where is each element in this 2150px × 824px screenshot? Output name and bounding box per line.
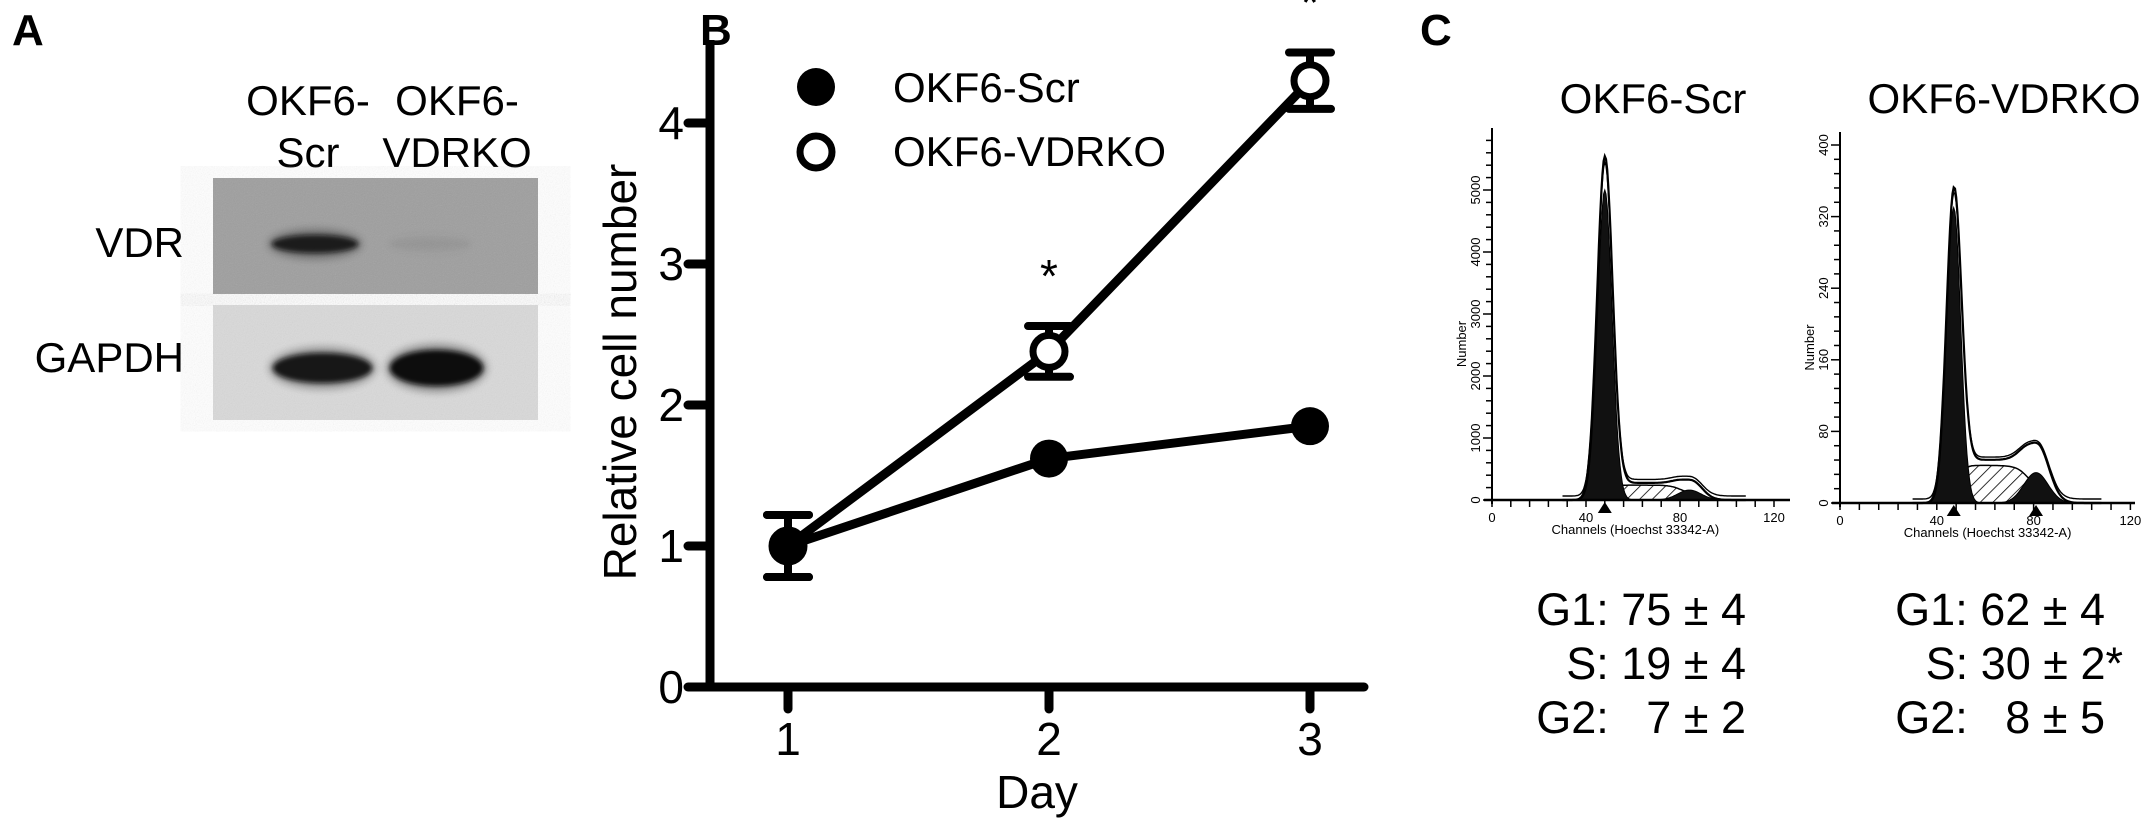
lane-label-vdrko-line2: VDRKO: [382, 129, 531, 176]
cell-cycle-histogram-scr: 0 1000 2000 3000 4000 5000 0 40 80 120 Number Chann…: [1454, 128, 1790, 537]
panel-label-b: B: [700, 6, 732, 55]
histogram-title-vdrko: OKF6-VDRKO: [1867, 75, 2140, 122]
x-tick-label: 3: [1297, 713, 1323, 765]
panel-label-a: A: [12, 6, 44, 55]
hist-x-tick-label: 0: [1488, 510, 1495, 525]
hist-x-tick-label: 0: [1836, 513, 1843, 528]
y-tick-label: 4: [658, 97, 684, 149]
hist-x-tick-label: 40: [1930, 513, 1944, 528]
legend-marker-filled-circle: [797, 68, 835, 106]
y-tick-label: 0: [658, 661, 684, 713]
hist-y-tick-label: 0: [1468, 496, 1483, 503]
hist-y-tick-label: 3000: [1468, 300, 1483, 329]
western-blot: OKF6- Scr OKF6- VDRKO VDR GAPDH: [35, 77, 538, 420]
lane-label-scr-line2: Scr: [277, 129, 340, 176]
lane-label-vdrko-line1: OKF6-: [395, 77, 519, 124]
legend: OKF6-Scr OKF6-VDRKO: [796, 64, 1166, 175]
significance-asterisk: *: [1040, 250, 1058, 302]
data-point-scr: [1291, 407, 1329, 446]
y-tick-label: 3: [658, 238, 684, 290]
hist-y-axis-title: Number: [1802, 324, 1817, 371]
band-vdr-lane-1: [272, 235, 358, 253]
band-gapdh-lane-1: [273, 353, 372, 383]
data-point-scr: [1030, 439, 1068, 478]
data-point-scr: [769, 527, 807, 565]
stat-s-vdrko: S: 30 ± 2*: [1926, 638, 2123, 689]
hist-x-axis-title: Channels (Hoechst 33342-A): [1552, 522, 1720, 537]
legend-marker-open-circle: [796, 132, 836, 172]
y-tick-label: 1: [658, 520, 684, 572]
raw-data-outline: [1562, 160, 1746, 497]
data-point-vdrko: [1290, 61, 1330, 101]
histogram-title-scr: OKF6-Scr: [1560, 75, 1747, 122]
raw-data-outline: [1912, 191, 2102, 500]
significance-asterisk: *: [1301, 0, 1319, 29]
stat-g1-vdrko: G1: 62 ± 4: [1895, 584, 2105, 635]
cell-cycle-stats-scr: G1: 75 ± 4 S: 19 ± 4 G2: 7 ± 2: [1536, 584, 1746, 743]
hist-x-tick-label: 80: [2026, 513, 2040, 528]
hist-y-tick-label: 80: [1816, 424, 1831, 438]
stat-s-scr: S: 19 ± 4: [1566, 638, 1746, 689]
blot-texture: [213, 305, 538, 420]
x-axis-title: Day: [996, 766, 1078, 818]
blot-strip-gapdh: [213, 305, 538, 420]
blot-texture: [213, 178, 538, 294]
hist-y-axis-title: Number: [1454, 320, 1469, 367]
hist-x-tick-label: 40: [1579, 510, 1593, 525]
hist-x-tick-label: 120: [1763, 510, 1785, 525]
band-gapdh-lane-2: [390, 350, 483, 386]
hist-x-axis-title: Channels (Hoechst 33342-A): [1904, 525, 2072, 540]
y-tick-label: 2: [658, 379, 684, 431]
legend-label-scr: OKF6-Scr: [893, 64, 1080, 111]
stat-g2-vdrko: G2: 8 ± 5: [1895, 692, 2105, 743]
stat-g1-scr: G1: 75 ± 4: [1536, 584, 1746, 635]
stat-g2-scr: G2: 7 ± 2: [1536, 692, 1746, 743]
panel-label-c: C: [1420, 6, 1452, 55]
hist-y-tick-label: 0: [1816, 499, 1831, 506]
data-point-vdrko: [1029, 331, 1069, 371]
row-label-vdr: VDR: [95, 219, 184, 266]
peak-marker-triangle-icon: [1946, 505, 1961, 516]
cell-cycle-histogram-vdrko: 0 80 160 240 320 400 0 40 80 120 Number Channels (H…: [1802, 132, 2141, 540]
blot-strip-vdr: [213, 178, 538, 294]
row-label-gapdh: GAPDH: [35, 334, 184, 381]
peak-marker-triangle-icon: [2029, 505, 2044, 516]
hist-y-tick-label: 320: [1816, 206, 1831, 228]
hist-y-tick-label: 5000: [1468, 176, 1483, 205]
hist-x-tick-label: 80: [1673, 510, 1687, 525]
hist-x-tick-label: 120: [2120, 513, 2142, 528]
lane-label-scr-line1: OKF6-: [246, 77, 370, 124]
legend-label-vdrko: OKF6-VDRKO: [893, 128, 1166, 175]
y-axis-title: Relative cell number: [594, 164, 646, 581]
hist-y-tick-label: 160: [1816, 349, 1831, 371]
x-tick-label: 1: [775, 713, 801, 765]
growth-line-chart: Relative cell number Day 0 1 2 3 4 1 2 3 * * OKF…: [594, 0, 1369, 818]
hist-y-tick-label: 1000: [1468, 424, 1483, 453]
hist-y-tick-label: 240: [1816, 277, 1831, 299]
hist-y-tick-label: 2000: [1468, 362, 1483, 391]
band-vdr-lane-2: [390, 238, 470, 250]
hist-y-tick-label: 4000: [1468, 238, 1483, 267]
peak-marker-triangle-icon: [1597, 502, 1612, 513]
hist-y-tick-label: 400: [1816, 134, 1831, 156]
cell-cycle-stats-vdrko: G1: 62 ± 4 S: 30 ± 2* G2: 8 ± 5: [1895, 584, 2123, 743]
x-tick-label: 2: [1036, 713, 1062, 765]
